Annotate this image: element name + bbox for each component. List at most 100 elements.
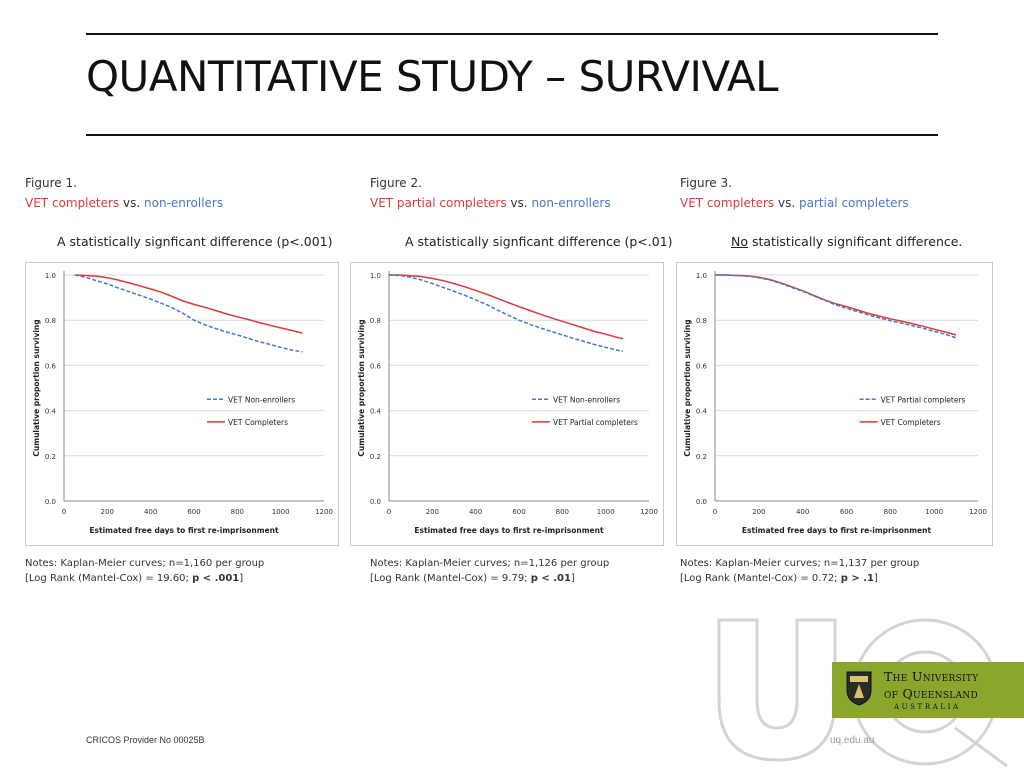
notes-line-1: Notes: Kaplan-Meier curves; n=1,160 per …: [25, 558, 265, 569]
uq-logo: The University of Queensland AUSTRALIA: [832, 662, 1024, 718]
x-tick-label: 800: [556, 508, 569, 516]
figure-label: Figure 1.: [25, 176, 77, 190]
y-tick-label: 0.8: [45, 317, 56, 325]
figure-subtitle: VET completers vs. partial completers: [680, 196, 909, 210]
notes-line-1: Notes: Kaplan-Meier curves; n=1,137 per …: [680, 558, 920, 569]
x-tick-label: 1200: [640, 508, 658, 516]
significance-text: A statistically signficant difference (p…: [405, 234, 673, 249]
x-tick-label: 600: [187, 508, 200, 516]
notes-end: ]: [239, 573, 244, 584]
x-tick-label: 0: [387, 508, 391, 516]
y-tick-label: 0.0: [45, 498, 56, 506]
y-tick-label: 1.0: [45, 272, 56, 280]
subtitle-group-a: VET completers: [680, 196, 775, 210]
logo-line-2: of Queensland: [884, 686, 979, 701]
x-tick-label: 400: [469, 508, 482, 516]
figure-2: Figure 2. VET partial completers vs. non…: [350, 176, 680, 596]
subtitle-group-b: non-enrollers: [144, 196, 224, 210]
notes-stat: [Log Rank (Mantel-Cox) = 9.79;: [370, 573, 528, 584]
x-tick-label: 0: [713, 508, 717, 516]
significance-underlined: No: [731, 234, 748, 249]
y-tick-label: 0.2: [370, 453, 381, 461]
y-tick-label: 0.4: [370, 408, 382, 416]
notes-line-2: [Log Rank (Mantel-Cox) = 0.72; p > .1]: [680, 571, 919, 586]
notes-line-2: [Log Rank (Mantel-Cox) = 9.79; p < .01]: [370, 571, 609, 586]
uq-crest-icon: [846, 671, 872, 706]
figure-label: Figure 2.: [370, 176, 422, 190]
notes-end: ]: [874, 573, 878, 584]
x-tick-label: 600: [512, 508, 525, 516]
notes-stat: [Log Rank (Mantel-Cox) = 19.60;: [25, 573, 189, 584]
survival-chart-1: 0.0 0.2 0.4 0.6 0.8 1.0 0 200 400 600 800 1000 1200 E…: [32, 271, 333, 535]
y-tick-label: 0.6: [370, 362, 382, 370]
y-tick-label: 0.2: [696, 453, 707, 461]
notes-line-2: [Log Rank (Mantel-Cox) = 19.60; p < .001…: [25, 571, 264, 586]
y-tick-label: 0.4: [45, 408, 57, 416]
x-tick-label: 1200: [969, 508, 987, 516]
y-axis-label: Cumulative proportion surviving: [32, 319, 41, 456]
chart-panel: 0.0 0.2 0.4 0.6 0.8 1.0 0 200 400 600 800 1000 1200 E…: [350, 262, 664, 546]
y-tick-label: 1.0: [370, 272, 381, 280]
notes-stat: [Log Rank (Mantel-Cox) = 0.72;: [680, 573, 838, 584]
survival-chart-2: 0.0 0.2 0.4 0.6 0.8 1.0 0 200 400 600 800 1000 1200 E…: [357, 271, 658, 535]
x-axis-label: Estimated free days to first re-imprison…: [414, 526, 604, 535]
subtitle-vs: vs.: [510, 196, 528, 210]
legend-label: VET Completers: [881, 418, 941, 427]
chart-panel: 0.0 0.2 0.4 0.6 0.8 1.0 0 200 400 600 800 1000 1200 E…: [676, 262, 993, 546]
subtitle-group-a: VET partial completers: [370, 196, 507, 210]
x-tick-label: 200: [101, 508, 114, 516]
notes-p-value: p > .1: [840, 573, 874, 584]
figure-subtitle: VET partial completers vs. non-enrollers: [370, 196, 611, 210]
x-axis-label: Estimated free days to first re-imprison…: [89, 526, 279, 535]
figure-3: Figure 3. VET completers vs. partial com…: [676, 176, 1006, 596]
notes-end: ]: [570, 573, 575, 584]
x-tick-label: 1200: [315, 508, 333, 516]
significance-text: A statistically signficant difference (p…: [57, 234, 333, 249]
significance-statement: A statistically signficant difference (p…: [405, 234, 673, 249]
top-rule: [86, 33, 938, 35]
legend-label: VET Partial completers: [881, 395, 966, 404]
significance-text: statistically significant difference.: [748, 234, 963, 249]
series-line-2: [715, 274, 957, 339]
legend-label: VET Partial completers: [553, 418, 638, 427]
x-tick-label: 200: [752, 508, 765, 516]
x-axis-label: Estimated free days to first re-imprison…: [742, 526, 932, 535]
title-underline: [86, 134, 938, 136]
x-tick-label: 600: [840, 508, 853, 516]
x-tick-label: 0: [62, 508, 66, 516]
y-tick-label: 0.4: [696, 408, 708, 416]
y-tick-label: 1.0: [696, 272, 707, 280]
x-tick-label: 1000: [597, 508, 615, 516]
x-tick-label: 800: [231, 508, 244, 516]
subtitle-vs: vs.: [778, 196, 796, 210]
legend-label: VET Non-enrollers: [553, 395, 620, 404]
series-line-1: [715, 274, 957, 336]
y-tick-label: 0.8: [370, 317, 381, 325]
series-line-2: [388, 274, 624, 353]
y-axis-label: Cumulative proportion surviving: [683, 319, 692, 456]
figure-notes: Notes: Kaplan-Meier curves; n=1,137 per …: [680, 556, 919, 586]
x-tick-label: 400: [796, 508, 809, 516]
x-tick-label: 200: [426, 508, 439, 516]
notes-p-value: p < .01: [530, 573, 571, 584]
x-tick-label: 1000: [272, 508, 290, 516]
figure-notes: Notes: Kaplan-Meier curves; n=1,160 per …: [25, 556, 264, 586]
notes-p-value: p < .001: [192, 573, 240, 584]
series-line-2: [74, 274, 303, 353]
subtitle-vs: vs.: [123, 196, 141, 210]
series-line-1: [74, 274, 303, 334]
figure-1: Figure 1. VET completers vs. non-enrolle…: [25, 176, 355, 596]
legend-label: VET Non-enrollers: [228, 395, 295, 404]
series-line-1: [389, 274, 624, 340]
page-title: QUANTITATIVE STUDY – SURVIVAL: [86, 52, 779, 101]
subtitle-group-b: partial completers: [799, 196, 909, 210]
x-tick-label: 400: [144, 508, 157, 516]
figure-subtitle: VET completers vs. non-enrollers: [25, 196, 223, 210]
y-tick-label: 0.2: [45, 453, 56, 461]
logo-line-3: AUSTRALIA: [894, 703, 961, 711]
footer-url[interactable]: uq.edu.au: [830, 735, 875, 746]
cricos-provider: CRICOS Provider No 00025B: [86, 735, 205, 745]
y-tick-label: 0.6: [45, 362, 57, 370]
y-tick-label: 0.0: [370, 498, 381, 506]
figure-notes: Notes: Kaplan-Meier curves; n=1,126 per …: [370, 556, 609, 586]
